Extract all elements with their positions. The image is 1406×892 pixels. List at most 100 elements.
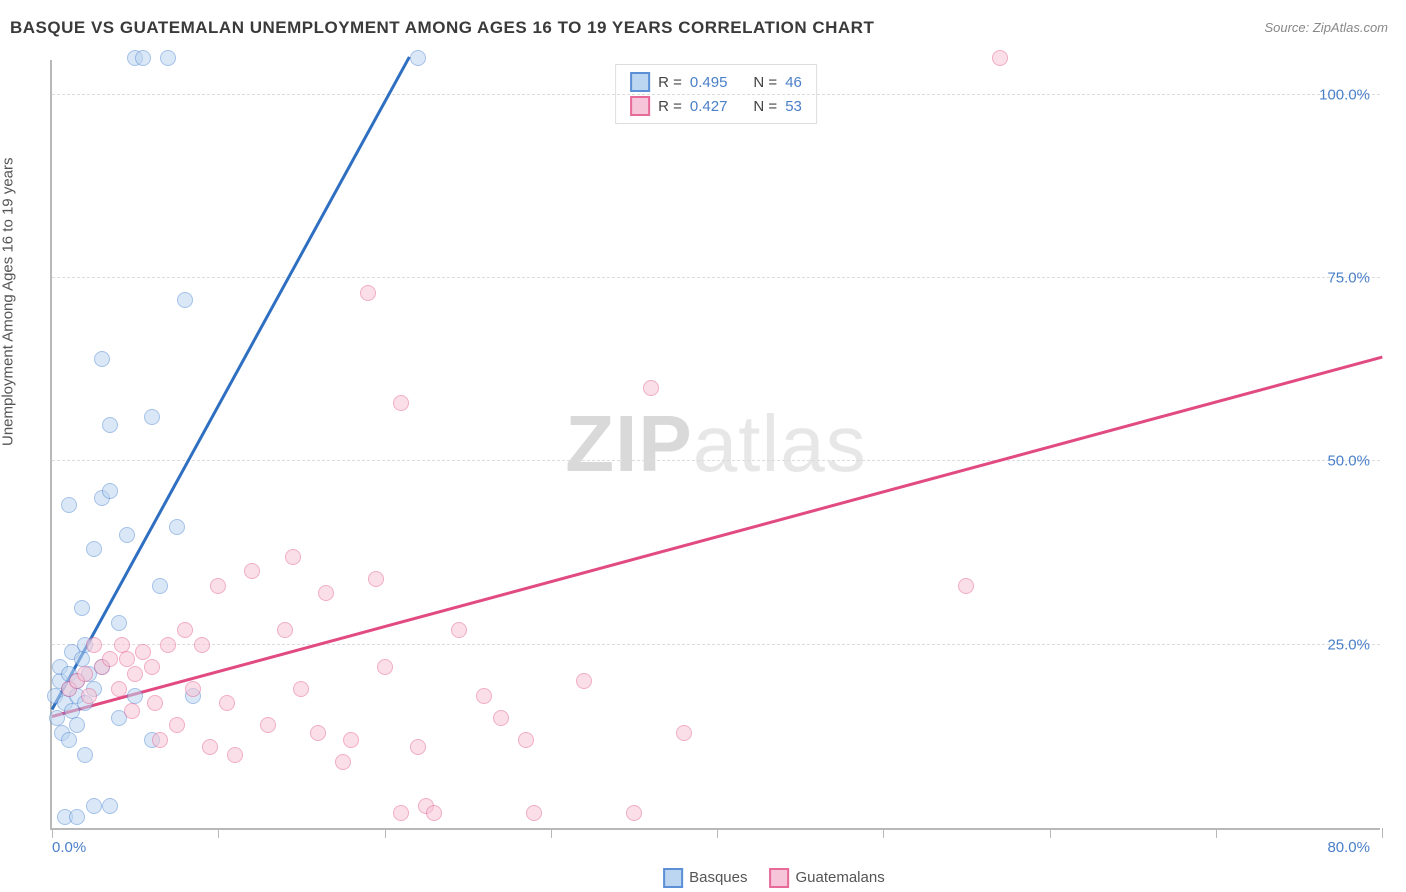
x-tick (1216, 828, 1217, 838)
data-point (393, 395, 409, 411)
data-point (676, 725, 692, 741)
data-point (185, 681, 201, 697)
data-point (61, 497, 77, 513)
gridline (52, 644, 1380, 645)
data-point (127, 666, 143, 682)
data-point (992, 50, 1008, 66)
data-point (102, 417, 118, 433)
x-tick (883, 828, 884, 838)
chart-title: BASQUE VS GUATEMALAN UNEMPLOYMENT AMONG … (10, 18, 874, 38)
x-tick (52, 828, 53, 838)
legend-series-name: Guatemalans (795, 869, 884, 886)
x-axis-min-label: 0.0% (52, 839, 86, 856)
data-point (194, 637, 210, 653)
data-point (227, 747, 243, 763)
data-point (86, 541, 102, 557)
legend-item: Basques (663, 868, 747, 888)
legend-n-label: N = (753, 98, 777, 115)
legend-n-value: 46 (785, 74, 802, 91)
data-point (518, 732, 534, 748)
data-point (119, 651, 135, 667)
data-point (310, 725, 326, 741)
x-tick (717, 828, 718, 838)
data-point (124, 703, 140, 719)
data-point (152, 578, 168, 594)
data-point (111, 615, 127, 631)
legend-r-label: R = (658, 98, 682, 115)
trend-line (51, 56, 411, 710)
data-point (61, 732, 77, 748)
data-point (335, 754, 351, 770)
data-point (147, 695, 163, 711)
data-point (377, 659, 393, 675)
data-point (94, 351, 110, 367)
data-point (74, 600, 90, 616)
data-point (260, 717, 276, 733)
watermark: ZIPatlas (565, 398, 866, 490)
y-tick-label: 50.0% (1327, 453, 1370, 470)
y-axis-label: Unemployment Among Ages 16 to 19 years (0, 157, 17, 446)
legend-r-value: 0.495 (690, 74, 728, 91)
x-tick (551, 828, 552, 838)
legend-swatch (630, 96, 650, 116)
data-point (410, 50, 426, 66)
x-tick (1382, 828, 1383, 838)
data-point (169, 717, 185, 733)
data-point (169, 519, 185, 535)
x-tick (218, 828, 219, 838)
data-point (493, 710, 509, 726)
legend-r-value: 0.427 (690, 98, 728, 115)
data-point (114, 637, 130, 653)
y-tick-label: 75.0% (1327, 270, 1370, 287)
data-point (102, 651, 118, 667)
data-point (360, 285, 376, 301)
x-axis-max-label: 80.0% (1327, 839, 1370, 856)
legend-series-name: Basques (689, 869, 747, 886)
data-point (426, 805, 442, 821)
data-point (219, 695, 235, 711)
data-point (69, 809, 85, 825)
gridline (52, 94, 1380, 95)
data-point (277, 622, 293, 638)
data-point (160, 637, 176, 653)
data-point (318, 585, 334, 601)
data-point (135, 644, 151, 660)
x-tick (385, 828, 386, 838)
data-point (111, 681, 127, 697)
source-attribution: Source: ZipAtlas.com (1264, 20, 1388, 35)
legend-n-label: N = (753, 74, 777, 91)
legend-row: R = 0.427 N = 53 (630, 94, 802, 118)
data-point (119, 527, 135, 543)
legend-swatch (663, 868, 683, 888)
data-point (144, 409, 160, 425)
data-point (152, 732, 168, 748)
legend-n-value: 53 (785, 98, 802, 115)
data-point (127, 688, 143, 704)
legend-row: R =0.495N =46 (630, 70, 802, 94)
scatter-plot-area: ZIPatlas R =0.495N =46R =0.427N =53 0.0%… (50, 60, 1380, 830)
data-point (77, 666, 93, 682)
data-point (643, 380, 659, 396)
data-point (576, 673, 592, 689)
data-point (368, 571, 384, 587)
y-tick-label: 25.0% (1327, 636, 1370, 653)
gridline (52, 460, 1380, 461)
data-point (293, 681, 309, 697)
data-point (410, 739, 426, 755)
y-tick-label: 100.0% (1319, 86, 1370, 103)
legend-swatch (769, 868, 789, 888)
data-point (77, 747, 93, 763)
data-point (160, 50, 176, 66)
data-point (144, 659, 160, 675)
data-point (244, 563, 260, 579)
data-point (135, 50, 151, 66)
series-legend: Basques Guatemalans (663, 868, 885, 888)
trend-line (52, 356, 1383, 718)
data-point (177, 292, 193, 308)
data-point (958, 578, 974, 594)
data-point (393, 805, 409, 821)
data-point (102, 483, 118, 499)
data-point (202, 739, 218, 755)
gridline (52, 277, 1380, 278)
data-point (526, 805, 542, 821)
